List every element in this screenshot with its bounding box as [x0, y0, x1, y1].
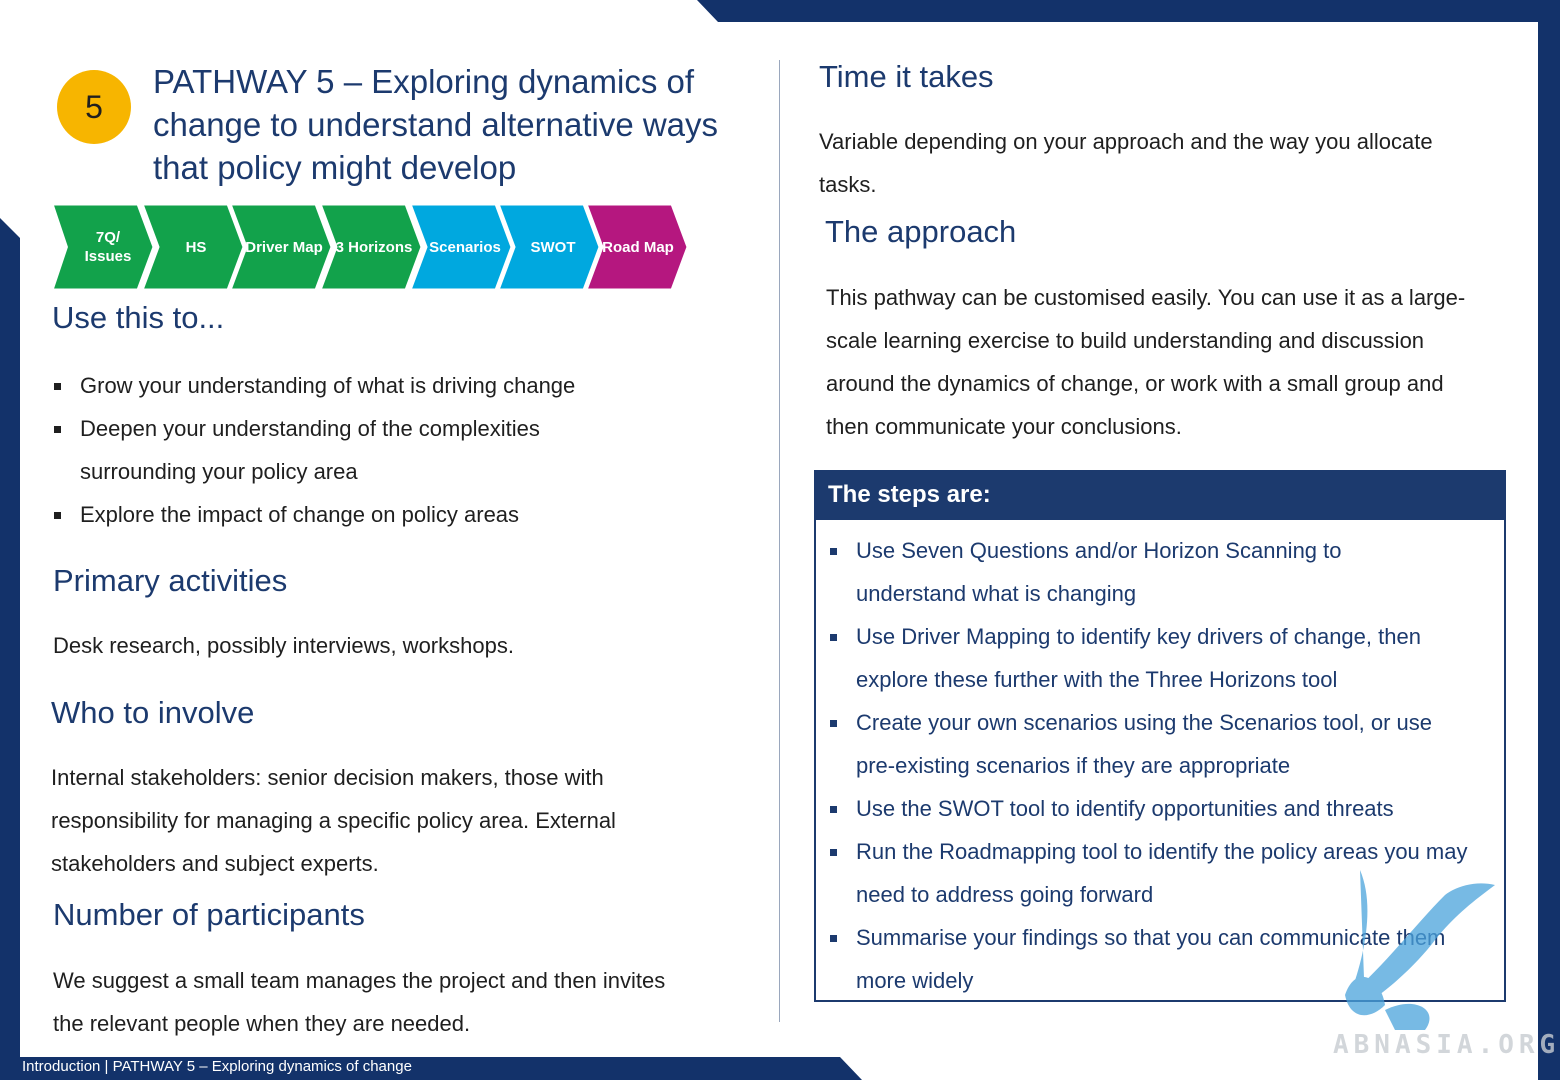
time-heading: Time it takes: [819, 59, 994, 94]
list-item: Run the Roadmapping tool to identify the…: [828, 830, 1498, 916]
use-this-list: Grow your understanding of what is drivi…: [52, 364, 692, 536]
watermark-text: ABNASIA.ORG: [1333, 1030, 1560, 1060]
footer-breadcrumb: Introduction | PATHWAY 5 – Exploring dyn…: [22, 1058, 412, 1075]
list-item: Grow your understanding of what is drivi…: [52, 364, 692, 407]
chevron-driver-map: Driver Map: [245, 238, 323, 256]
use-this-heading: Use this to...: [52, 300, 225, 335]
column-divider: [779, 60, 780, 1022]
participants-heading: Number of participants: [53, 897, 365, 932]
list-item: Use Seven Questions and/or Horizon Scann…: [828, 529, 1416, 615]
list-item: Create your own scenarios using the Scen…: [828, 701, 1466, 787]
list-item: Use Driver Mapping to identify key drive…: [828, 615, 1466, 701]
chevron-7q-issues: 7Q/ Issues: [84, 229, 132, 265]
watermark-bird-logo: [1345, 870, 1495, 1030]
pathway-chevrons: 7Q/ Issues HS Driver Map 3 Horizons Scen…: [49, 202, 692, 292]
pathway-number-badge: 5: [57, 70, 131, 144]
who-to-involve-heading: Who to involve: [51, 695, 255, 730]
chevron-3-horizons: 3 Horizons: [335, 238, 413, 256]
time-text: Variable depending on your approach and …: [819, 129, 1433, 197]
chevron-scenarios: Scenarios: [429, 238, 501, 256]
approach-heading: The approach: [825, 214, 1017, 249]
primary-activities-text: Desk research, possibly interviews, work…: [53, 633, 514, 658]
list-item: Use the SWOT tool to identify opportunit…: [828, 787, 1498, 830]
approach-text: This pathway can be customised easily. Y…: [826, 285, 1466, 439]
steps-list: Use Seven Questions and/or Horizon Scann…: [828, 529, 1498, 1002]
list-item: Summarise your findings so that you can …: [828, 916, 1466, 1002]
steps-heading: The steps are:: [814, 470, 1506, 520]
participants-text: We suggest a small team manages the proj…: [53, 968, 666, 1036]
list-item: Deepen your understanding of the complex…: [52, 407, 620, 493]
primary-activities-heading: Primary activities: [53, 563, 288, 598]
page-title: PATHWAY 5 – Exploring dynamics of change…: [153, 63, 719, 186]
chevron-hs: HS: [185, 238, 207, 256]
chevron-swot: SWOT: [530, 238, 576, 256]
chevron-shapes: [49, 202, 690, 292]
who-to-involve-text: Internal stakeholders: senior decision m…: [51, 765, 616, 876]
chevron-road-map: Road Map: [602, 238, 674, 256]
list-item: Explore the impact of change on policy a…: [52, 493, 692, 536]
